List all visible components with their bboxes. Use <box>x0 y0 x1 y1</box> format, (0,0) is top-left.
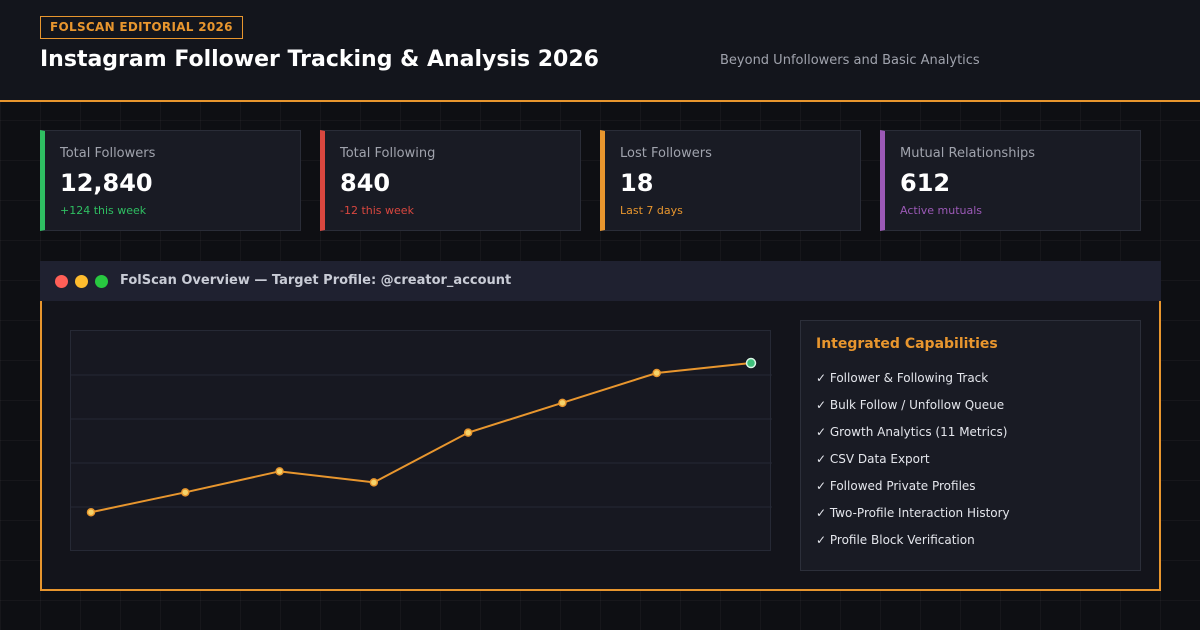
stat-card-total-following: Total Following 840 -12 this week <box>320 130 581 231</box>
chart-data-point <box>463 428 473 437</box>
capabilities-card: Integrated Capabilities ✓ Follower & Fol… <box>800 320 1141 571</box>
chart-data-point <box>275 467 284 476</box>
capability-item: ✓ CSV Data Export <box>816 452 930 466</box>
stat-delta: -12 this week <box>340 204 414 217</box>
page-header: FOLSCAN EDITORIAL 2026 Instagram Followe… <box>0 0 1200 102</box>
stat-value: 840 <box>340 169 391 197</box>
follower-growth-chart-svg <box>71 357 772 517</box>
stat-value: 612 <box>900 169 951 197</box>
stat-label: Lost Followers <box>620 146 712 161</box>
stat-delta: +124 this week <box>60 204 147 217</box>
stat-delta: Last 7 days <box>620 204 683 217</box>
stat-card-mutual-relationships: Mutual Relationships 612 Active mutuals <box>880 130 1141 231</box>
stat-card-total-followers: Total Followers 12,840 +124 this week <box>40 130 301 231</box>
chart-series-line <box>90 362 752 514</box>
chart-data-point <box>652 368 661 378</box>
stat-card-lost-followers: Lost Followers 18 Last 7 days <box>600 130 861 231</box>
capabilities-list: ✓ Follower & Following Track ✓ Bulk Foll… <box>816 371 1010 560</box>
overview-panel-title: FolScan Overview — Target Profile: @crea… <box>120 273 512 288</box>
maximize-window-dot[interactable] <box>95 275 108 288</box>
stat-label: Total Following <box>340 146 436 161</box>
stat-value: 12,840 <box>60 169 153 197</box>
minimize-window-dot[interactable] <box>75 275 88 288</box>
page-title: Instagram Follower Tracking & Analysis 2… <box>40 47 599 72</box>
chart-data-point <box>558 398 567 408</box>
capabilities-title: Integrated Capabilities <box>816 336 998 352</box>
chart-data-point <box>181 488 190 497</box>
capability-item: ✓ Profile Block Verification <box>816 533 975 547</box>
close-window-dot[interactable] <box>55 275 68 288</box>
chart-data-point <box>745 357 757 369</box>
capability-item: ✓ Growth Analytics (11 Metrics) <box>816 425 1008 439</box>
editorial-badge: FOLSCAN EDITORIAL 2026 <box>40 16 243 39</box>
capability-item: ✓ Bulk Follow / Unfollow Queue <box>816 398 1005 412</box>
stat-delta: Active mutuals <box>900 204 983 217</box>
overview-panel-titlebar: FolScan Overview — Target Profile: @crea… <box>40 261 1161 301</box>
page-subtitle: Beyond Unfollowers and Basic Analytics <box>720 53 980 68</box>
stat-label: Total Followers <box>60 146 156 161</box>
chart-data-point <box>86 507 96 517</box>
follower-growth-chart <box>70 330 772 551</box>
chart-data-point <box>369 478 379 487</box>
stat-value: 18 <box>620 169 654 197</box>
capability-item: ✓ Followed Private Profiles <box>816 479 976 493</box>
stat-label: Mutual Relationships <box>900 146 1036 161</box>
capability-item: ✓ Follower & Following Track <box>816 371 989 385</box>
capability-item: ✓ Two-Profile Interaction History <box>816 506 1010 520</box>
